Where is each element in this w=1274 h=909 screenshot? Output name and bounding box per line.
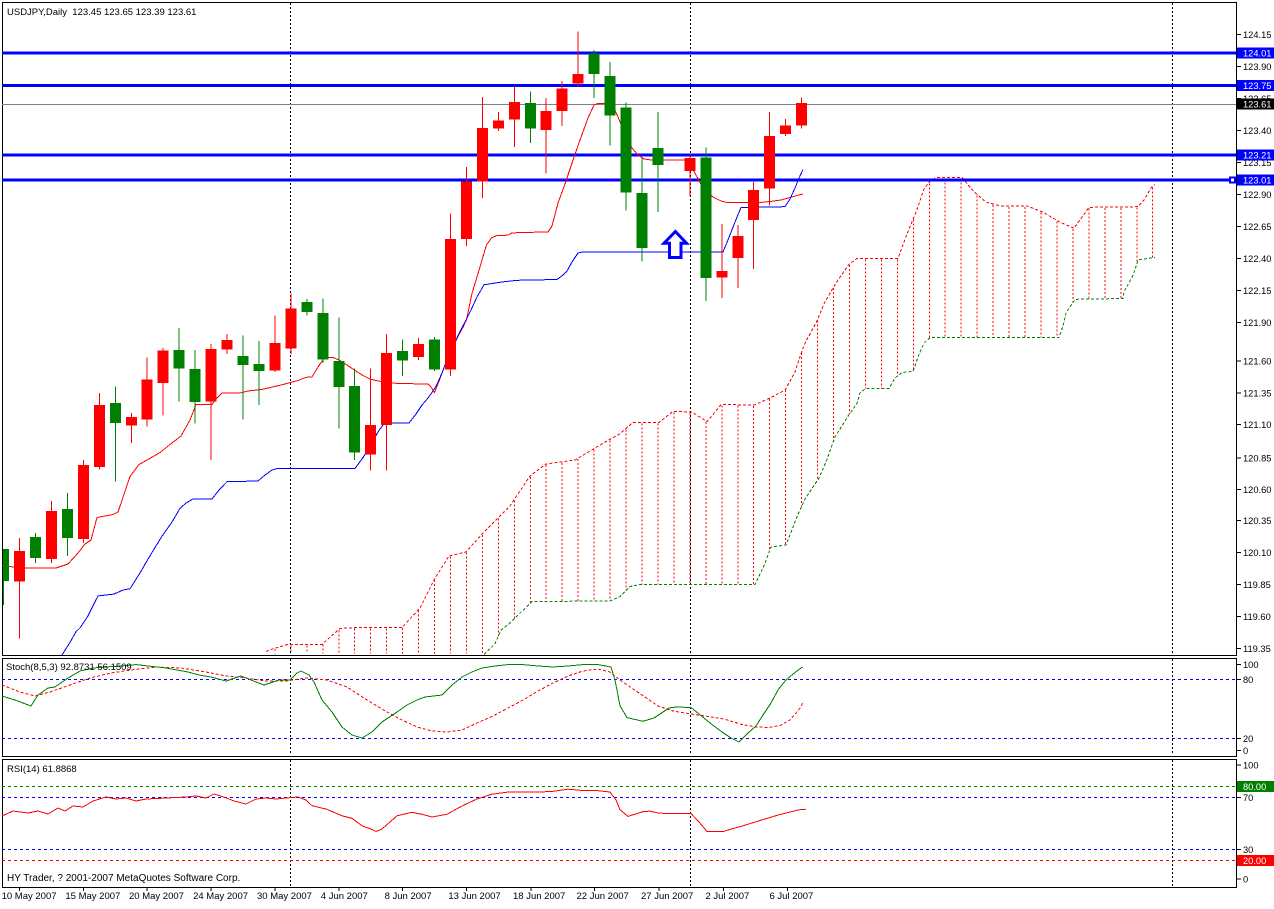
svg-text:0: 0 bbox=[1243, 746, 1248, 756]
svg-text:30 May 2007: 30 May 2007 bbox=[257, 891, 312, 902]
svg-text:123.75: 123.75 bbox=[1243, 81, 1271, 91]
svg-text:RSI(14) 61.8868: RSI(14) 61.8868 bbox=[7, 764, 77, 775]
svg-text:122.40: 122.40 bbox=[1243, 254, 1271, 264]
svg-text:8 Jun 2007: 8 Jun 2007 bbox=[385, 891, 432, 902]
svg-text:15 May 2007: 15 May 2007 bbox=[65, 891, 120, 902]
svg-text:124.01: 124.01 bbox=[1243, 49, 1271, 59]
svg-text:80.00: 80.00 bbox=[1243, 782, 1266, 792]
svg-text:123.15: 123.15 bbox=[1243, 158, 1271, 168]
svg-text:122.15: 122.15 bbox=[1243, 286, 1271, 296]
svg-text:120.35: 120.35 bbox=[1243, 516, 1271, 526]
svg-text:27 Jun 2007: 27 Jun 2007 bbox=[641, 891, 693, 902]
svg-text:121.10: 121.10 bbox=[1243, 420, 1271, 430]
svg-text:123.01: 123.01 bbox=[1243, 176, 1271, 186]
svg-text:120.10: 120.10 bbox=[1243, 548, 1271, 558]
svg-text:122.90: 122.90 bbox=[1243, 190, 1271, 200]
svg-text:70: 70 bbox=[1243, 793, 1253, 803]
svg-text:123.21: 123.21 bbox=[1243, 151, 1271, 161]
svg-text:HY Trader, ? 2001-2007 MetaQuo: HY Trader, ? 2001-2007 MetaQuotes Softwa… bbox=[7, 873, 240, 884]
svg-text:121.35: 121.35 bbox=[1243, 389, 1271, 399]
svg-text:24 May 2007: 24 May 2007 bbox=[193, 891, 248, 902]
svg-text:123.90: 123.90 bbox=[1243, 62, 1271, 72]
svg-text:18 Jun 2007: 18 Jun 2007 bbox=[513, 891, 565, 902]
svg-text:USDJPY,Daily 123.45 123.65 12: USDJPY,Daily 123.45 123.65 123.39 123.61 bbox=[7, 7, 196, 18]
svg-text:119.35: 119.35 bbox=[1243, 644, 1271, 654]
svg-text:100: 100 bbox=[1243, 761, 1259, 771]
svg-text:Stoch(8,5,3) 92.8731 56.1509: Stoch(8,5,3) 92.8731 56.1509 bbox=[6, 662, 132, 673]
svg-text:20: 20 bbox=[1243, 734, 1253, 744]
svg-text:122.65: 122.65 bbox=[1243, 222, 1271, 232]
svg-text:20.00: 20.00 bbox=[1243, 856, 1266, 866]
svg-text:121.60: 121.60 bbox=[1243, 357, 1271, 367]
svg-text:120.85: 120.85 bbox=[1243, 454, 1271, 464]
svg-text:121.90: 121.90 bbox=[1243, 318, 1271, 328]
svg-text:119.85: 119.85 bbox=[1243, 580, 1271, 590]
svg-text:0: 0 bbox=[1243, 875, 1248, 885]
svg-text:6 Jul 2007: 6 Jul 2007 bbox=[770, 891, 814, 902]
svg-text:100: 100 bbox=[1243, 660, 1259, 670]
svg-text:120.60: 120.60 bbox=[1243, 485, 1271, 495]
svg-text:123.61: 123.61 bbox=[1243, 100, 1271, 110]
svg-text:123.40: 123.40 bbox=[1243, 126, 1271, 136]
svg-text:22 Jun 2007: 22 Jun 2007 bbox=[577, 891, 629, 902]
svg-text:10 May 2007: 10 May 2007 bbox=[2, 891, 57, 902]
svg-text:80: 80 bbox=[1243, 675, 1253, 685]
svg-text:4 Jun 2007: 4 Jun 2007 bbox=[321, 891, 368, 902]
svg-text:30: 30 bbox=[1243, 845, 1253, 855]
svg-text:2 Jul 2007: 2 Jul 2007 bbox=[706, 891, 750, 902]
svg-text:20 May 2007: 20 May 2007 bbox=[129, 891, 184, 902]
svg-text:119.60: 119.60 bbox=[1243, 612, 1271, 622]
svg-text:13 Jun 2007: 13 Jun 2007 bbox=[448, 891, 500, 902]
svg-text:124.15: 124.15 bbox=[1243, 30, 1271, 40]
